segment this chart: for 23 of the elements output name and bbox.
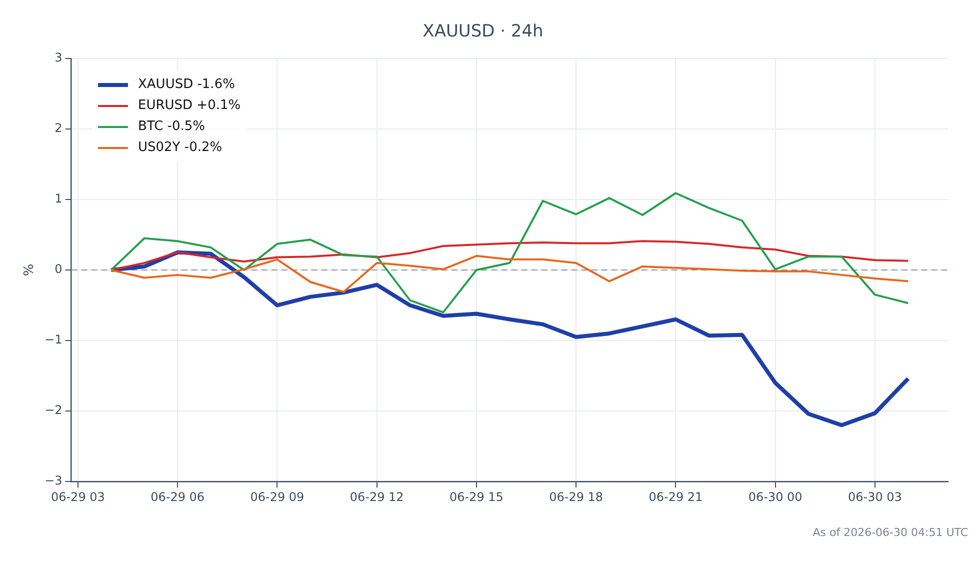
x-tick-label: 06-29 06 — [150, 490, 205, 504]
x-tick-label: 06-29 09 — [250, 490, 304, 504]
legend-label: XAUUSD -1.6% — [138, 77, 235, 92]
y-tick-label: 1 — [54, 192, 62, 206]
y-tick-label: 0 — [54, 262, 62, 276]
x-tick-label: 06-29 18 — [549, 490, 604, 504]
y-axis-title: % — [22, 264, 38, 276]
x-tick-label: 06-30 00 — [748, 490, 802, 504]
x-tick-label: 06-29 21 — [648, 490, 703, 504]
y-tick-label: 3 — [54, 50, 62, 65]
text: As of 2026-06-30 04:51 UTC — [812, 526, 968, 539]
y-tick-label: −1 — [44, 332, 62, 347]
y-tick-label: −3 — [44, 474, 62, 488]
x-tick-label: 06-29 15 — [449, 490, 504, 504]
x-tick-label: 06-30 03 — [848, 490, 902, 504]
y-tick-label: −2 — [44, 403, 62, 418]
legend-label: BTC -0.5% — [138, 119, 206, 134]
y-tick-label: 2 — [54, 121, 62, 136]
chart-title: XAUUSD · 24h — [422, 22, 544, 42]
legend-label: EURUSD +0.1% — [138, 98, 241, 113]
x-tick-label: 06-29 12 — [350, 490, 404, 504]
x-tick-label: 06-29 03 — [50, 490, 105, 504]
legend-label: US02Y -0.2% — [138, 140, 222, 155]
